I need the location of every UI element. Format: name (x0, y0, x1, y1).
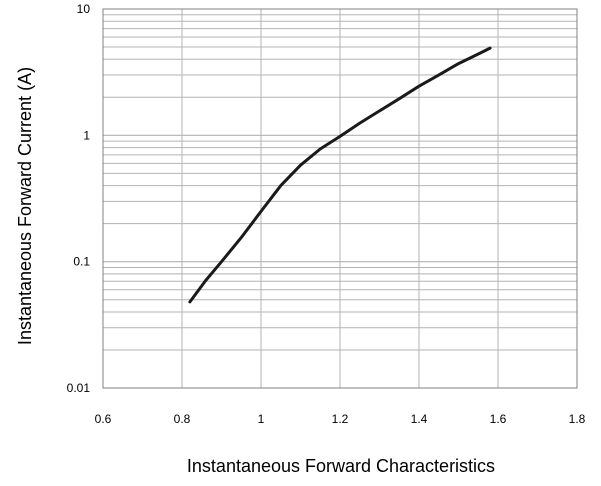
y-axis-title: Instantaneous Forward Current (A) (15, 67, 35, 345)
y-tick-label: 0.01 (67, 381, 91, 395)
series-line (188, 46, 492, 304)
x-tick-label: 1.8 (569, 412, 586, 426)
x-tick-labels: 0.6 0.8 1 1.2 1.4 1.6 1.8 (95, 412, 586, 426)
x-tick-label: 1 (258, 412, 265, 426)
y-tick-label: 10 (77, 2, 91, 16)
x-tick-label: 1.6 (490, 412, 507, 426)
y-tick-label: 1 (83, 128, 90, 142)
grid-lines (103, 9, 577, 388)
x-tick-label: 1.4 (411, 412, 428, 426)
y-tick-label: 0.1 (73, 255, 90, 269)
y-tick-labels: 0.01 0.1 1 10 (67, 2, 91, 395)
plot-frame (102, 8, 578, 389)
x-tick-label: 0.6 (95, 412, 112, 426)
series-layer (188, 46, 492, 304)
x-tick-label: 1.2 (332, 412, 349, 426)
x-tick-label: 0.8 (174, 412, 191, 426)
x-axis-title: Instantaneous Forward Characteristics (187, 456, 495, 476)
